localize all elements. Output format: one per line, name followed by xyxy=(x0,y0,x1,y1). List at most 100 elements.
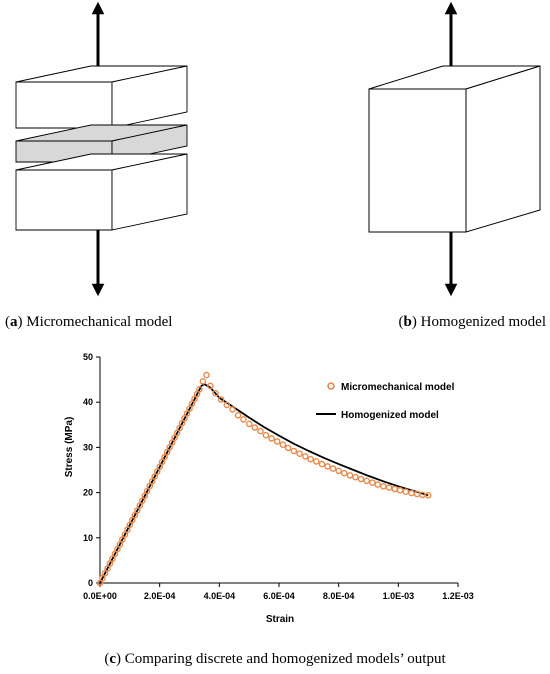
legend: Micromechanical model Homogenized model xyxy=(316,382,455,421)
micromechanical-point xyxy=(424,491,432,499)
micromechanical-point xyxy=(385,484,393,491)
micromechanical-point xyxy=(96,579,104,587)
y-tick-labels: 0 10 20 30 40 50 xyxy=(83,352,93,588)
micromechanical-series-markers xyxy=(96,371,432,587)
micromechanical-point xyxy=(153,468,161,475)
y-tick-label: 50 xyxy=(83,352,93,362)
micromechanical-point xyxy=(178,419,186,427)
micromechanical-point xyxy=(146,482,153,490)
micromechanical-point xyxy=(148,477,156,485)
micromechanical-point xyxy=(335,467,343,475)
micromechanical-point xyxy=(181,414,188,422)
stress-strain-chart: 0.0E+00 2.0E-04 4.0E-04 6.0E-04 8.0E-04 1.0E-… xyxy=(64,352,474,625)
y-tick-label: 40 xyxy=(83,397,93,407)
micromechanical-point xyxy=(257,427,264,435)
legend-label-homogenized: Homogenized model xyxy=(341,410,439,421)
micromechanical-point xyxy=(119,536,126,543)
y-tick-label: 30 xyxy=(83,442,93,452)
micromechanical-point xyxy=(346,472,354,479)
x-tick-labels: 0.0E+00 2.0E-04 4.0E-04 6.0E-04 8.0E-04 1.0E-… xyxy=(83,591,474,601)
y-axis-label: Stress (MPa) xyxy=(64,417,75,478)
x-axis-label: Strain xyxy=(266,614,294,625)
micromechanical-point xyxy=(168,439,176,446)
micromechanical-point xyxy=(380,482,387,490)
micromechanical-point xyxy=(136,502,144,509)
micromechanical-point xyxy=(163,448,171,456)
homogenized-line xyxy=(99,383,429,584)
micromechanical-point xyxy=(116,541,124,548)
homogenized-model-diagram xyxy=(368,1,541,297)
micromechanical-point xyxy=(109,555,116,563)
micromechanical-point xyxy=(374,481,382,488)
micromechanical-point xyxy=(203,371,210,379)
micromechanical-point xyxy=(234,411,242,419)
micromechanical-point xyxy=(301,453,309,460)
micromechanical-point xyxy=(369,479,376,487)
caption-a: (a) Micromechanical model xyxy=(5,314,172,330)
micromechanical-point xyxy=(186,405,193,413)
caption-c: (c) Comparing discrete and homogenized m… xyxy=(104,651,446,667)
micromechanical-point xyxy=(273,438,281,445)
micromechanical-point xyxy=(352,473,359,481)
x-tick-label: 1.2E-03 xyxy=(442,591,474,601)
micromechanical-point xyxy=(324,463,331,470)
micromechanical-point xyxy=(245,420,253,428)
micromechanical-point xyxy=(357,475,365,483)
micromechanical-point xyxy=(312,458,320,465)
micromechanical-point xyxy=(143,487,151,495)
micromechanical-point xyxy=(106,560,114,567)
y-tick-label: 0 xyxy=(88,578,93,588)
micromechanical-point xyxy=(391,485,399,493)
micromechanical-point xyxy=(183,410,191,417)
micromechanical-point xyxy=(402,488,410,496)
micromechanical-point xyxy=(290,447,298,455)
micromechanical-point xyxy=(199,378,207,385)
x-tick-label: 8.0E-04 xyxy=(323,591,355,601)
micromechanical-point xyxy=(196,385,203,393)
micromechanical-model-diagram xyxy=(15,1,188,297)
micromechanical-point xyxy=(156,463,163,471)
micromechanical-point xyxy=(329,465,337,472)
caption-b: (b) Homogenized model xyxy=(399,314,546,330)
micromechanical-point xyxy=(296,450,303,458)
micromechanical-point xyxy=(104,565,111,572)
micromechanical-point xyxy=(262,431,270,439)
micromechanical-point xyxy=(126,521,134,529)
micromechanical-point xyxy=(318,460,326,468)
micromechanical-point xyxy=(340,469,348,477)
x-tick-label: 4.0E-04 xyxy=(204,591,236,601)
micromechanical-point xyxy=(161,453,168,461)
micromechanical-point xyxy=(223,401,231,409)
micromechanical-point xyxy=(217,396,225,403)
y-tick-label: 20 xyxy=(83,488,93,498)
micromechanical-point xyxy=(188,400,196,408)
micromechanical-point xyxy=(229,406,236,413)
micromechanical-point xyxy=(138,497,146,505)
micromechanical-point xyxy=(284,444,292,452)
micromechanical-point xyxy=(128,516,136,524)
micromechanical-point xyxy=(101,570,109,577)
x-tick-label: 2.0E-04 xyxy=(144,591,176,601)
micromechanical-point xyxy=(251,424,259,431)
top-block xyxy=(15,65,188,129)
micromechanical-point xyxy=(121,531,129,538)
micromechanical-point xyxy=(173,429,181,437)
micromechanical-point xyxy=(191,395,198,403)
legend-marker-micromechanical xyxy=(327,382,335,390)
x-tick-label: 0.0E+00 xyxy=(83,591,117,601)
homogenized-series-line xyxy=(99,383,429,584)
micromechanical-point xyxy=(171,434,178,442)
micromechanical-point xyxy=(133,507,141,514)
micromechanical-point xyxy=(166,444,173,451)
micromechanical-point xyxy=(212,389,219,397)
micromechanical-point xyxy=(131,511,139,519)
y-tick-label: 10 xyxy=(83,533,93,543)
micromechanical-point xyxy=(396,486,404,494)
micromechanical-point xyxy=(268,435,275,442)
micromechanical-point xyxy=(207,382,214,390)
micromechanical-point xyxy=(151,473,158,480)
x-tick-label: 1.0E-03 xyxy=(383,591,415,601)
micromechanical-point xyxy=(99,574,106,582)
micromechanical-point xyxy=(279,441,287,449)
